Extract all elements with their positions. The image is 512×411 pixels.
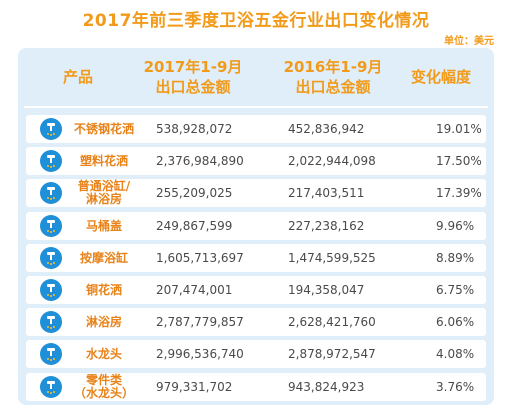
table-row: 普通浴缸/ 淋浴房 255,209,025 217,403,511 17.39% [26, 179, 486, 207]
header-divider [24, 106, 488, 108]
value-2017: 538,928,072 [156, 122, 233, 136]
shower-room-icon [40, 311, 62, 333]
change-percent: 19.01% [436, 122, 482, 136]
product-name: 铜花洒 [85, 282, 122, 297]
change-percent: 17.50% [436, 154, 482, 168]
value-2017: 2,996,536,740 [156, 347, 244, 361]
value-2016: 227,238,162 [288, 219, 365, 233]
toilet-icon [40, 215, 62, 237]
change-percent: 6.75% [436, 283, 475, 297]
value-2016: 2,878,972,547 [288, 347, 376, 361]
value-2017: 207,474,001 [156, 283, 233, 297]
change-percent: 8.89% [436, 251, 475, 265]
change-percent: 9.96% [436, 219, 475, 233]
table-row: 零件类 （水龙头） 979,331,702 943,824,923 3.76% [26, 373, 486, 401]
bathtub-icon [40, 182, 62, 204]
copper-shower-icon [40, 279, 62, 301]
change-percent: 4.08% [436, 347, 475, 361]
value-2016: 217,403,511 [288, 186, 365, 200]
change-percent: 17.39% [436, 186, 482, 200]
shower-icon [40, 150, 62, 172]
value-2017: 1,605,713,697 [156, 251, 244, 265]
table-row: 塑料花洒 2,376,984,890 2,022,944,098 17.50% [26, 147, 486, 175]
faucet-icon [40, 343, 62, 365]
table-row: 不锈钢花洒 538,928,072 452,836,942 19.01% [26, 115, 486, 143]
product-name: 普通浴缸/ 淋浴房 [77, 179, 131, 206]
table-row: 水龙头 2,996,536,740 2,878,972,547 4.08% [26, 340, 486, 368]
chart-title: 2017年前三季度卫浴五金行业出口变化情况 [82, 11, 430, 31]
value-2017: 2,376,984,890 [156, 154, 244, 168]
product-name: 马桶盖 [85, 218, 122, 233]
product-name: 塑料花洒 [79, 153, 128, 168]
header-product: 产品 [62, 68, 93, 86]
value-2016: 943,824,923 [288, 380, 365, 394]
change-percent: 6.06% [436, 315, 475, 329]
product-name: 按摩浴缸 [79, 250, 128, 265]
faucet-part-icon [40, 376, 62, 398]
table-row: 淋浴房 2,787,779,857 2,628,421,760 6.06% [26, 308, 486, 336]
value-2016: 194,358,047 [288, 283, 365, 297]
table-panel: 产品 2017年1-9月 出口总金额 2016年1-9月 出口总金额 变化幅度 … [18, 48, 494, 405]
massage-tub-icon [40, 247, 62, 269]
table-row: 按摩浴缸 1,605,713,697 1,474,599,525 8.89% [26, 244, 486, 272]
header-change: 变化幅度 [410, 68, 471, 86]
value-2016: 2,628,421,760 [288, 315, 376, 329]
unit-label: 单位：美元 [444, 36, 494, 47]
product-name: 零件类 （水龙头） [73, 373, 134, 400]
value-2017: 255,209,025 [156, 186, 233, 200]
header-2016: 2016年1-9月 出口总金额 [283, 58, 383, 96]
product-name: 淋浴房 [85, 314, 122, 329]
value-2017: 979,331,702 [156, 380, 233, 394]
product-name: 不锈钢花洒 [73, 121, 134, 136]
change-percent: 3.76% [436, 380, 475, 394]
table-row: 铜花洒 207,474,001 194,358,047 6.75% [26, 276, 486, 304]
table-row: 马桶盖 249,867,599 227,238,162 9.96% [26, 212, 486, 240]
value-2016: 2,022,944,098 [288, 154, 376, 168]
value-2016: 1,474,599,525 [288, 251, 376, 265]
value-2016: 452,836,942 [288, 122, 365, 136]
shower-head-icon [40, 118, 62, 140]
value-2017: 2,787,779,857 [156, 315, 244, 329]
header-2017: 2017年1-9月 出口总金额 [143, 58, 243, 96]
value-2017: 249,867,599 [156, 219, 233, 233]
product-name: 水龙头 [85, 346, 122, 361]
